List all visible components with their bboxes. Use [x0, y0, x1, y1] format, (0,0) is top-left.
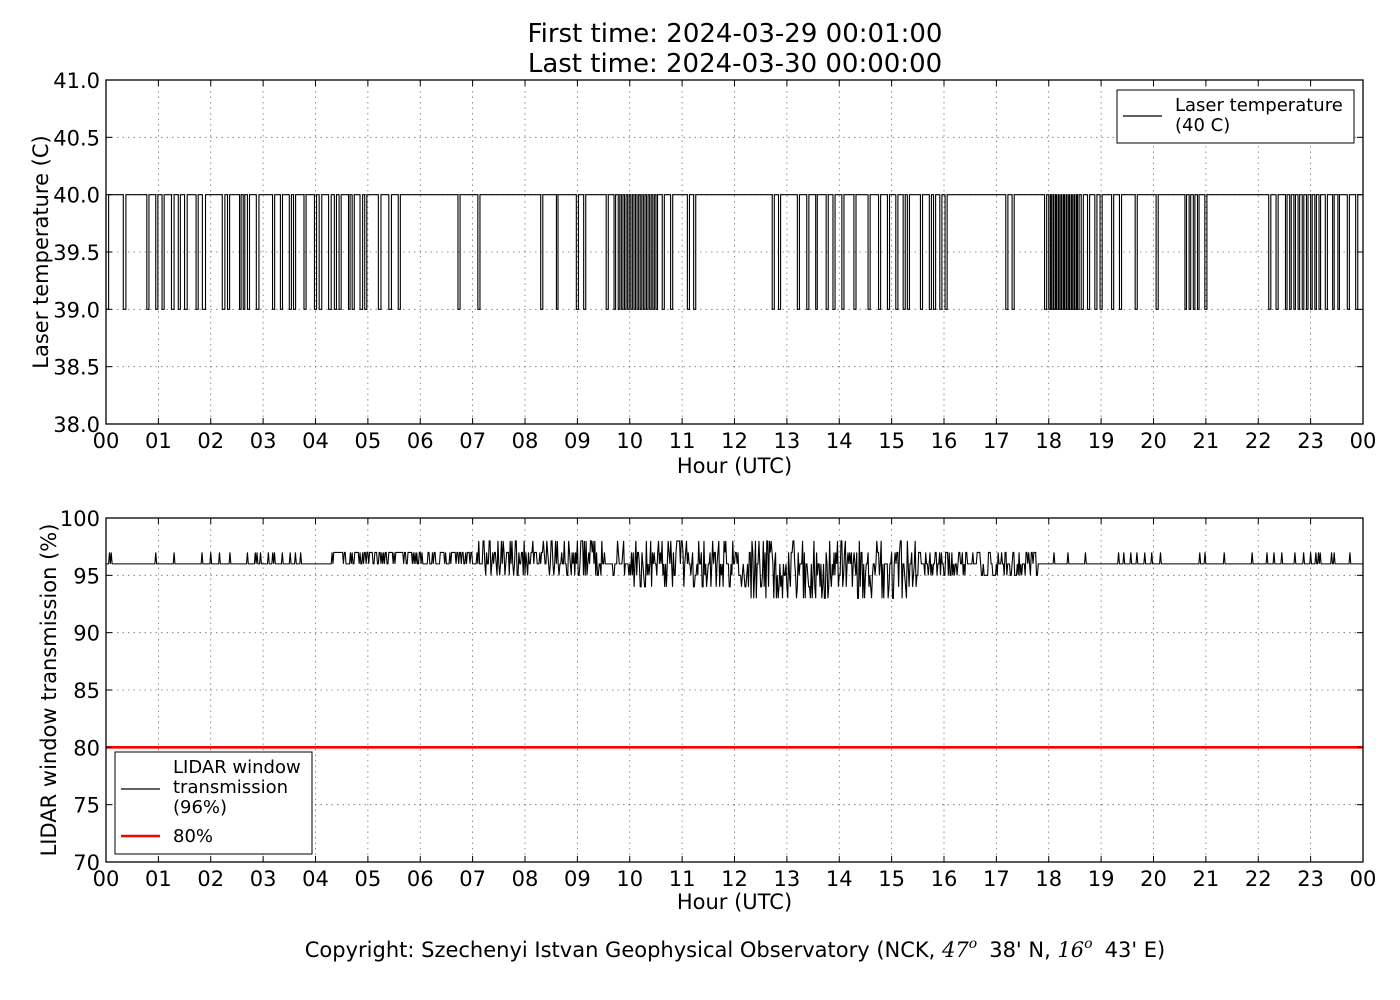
x-tick-label: 23: [1297, 867, 1324, 891]
copyright-prefix: Copyright: Szechenyi Istvan Geophysical …: [305, 938, 942, 962]
x-tick-label: 23: [1297, 429, 1324, 453]
x-tick-label: 12: [721, 429, 748, 453]
x-tick-label: 13: [774, 867, 801, 891]
y-tick-label: 38.5: [53, 356, 100, 380]
x-tick-label: 12: [721, 867, 748, 891]
copyright-lat-min: 38' N,: [989, 938, 1057, 962]
laser-temperature-ticks: 00 01 02 03 04 05 06 07 08 09 10 11 12 13 14 15 16 17 18 19…: [53, 69, 1376, 453]
x-tick-label: 00: [93, 867, 120, 891]
y-tick-label: 90: [73, 622, 100, 646]
y-tick-label: 39.0: [53, 298, 100, 322]
x-tick-label: 04: [302, 429, 329, 453]
legend-label-laser-temperature: Laser temperature: [1175, 95, 1343, 116]
window-transmission-panel: 00 01 02 03 04 05 06 07 08 09 10 11 12 13 14 15 16 17 18 19…: [37, 507, 1376, 914]
x-tick-label: 22: [1245, 867, 1272, 891]
legend-label-window-transmission: LIDAR window: [173, 757, 301, 778]
x-tick-label: 09: [564, 867, 591, 891]
y-tick-label: 100: [60, 507, 100, 531]
x-tick-label: 06: [407, 867, 434, 891]
x-tick-label: 21: [1193, 429, 1220, 453]
y-tick-label: 41.0: [53, 69, 100, 93]
x-tick-label: 18: [1035, 429, 1062, 453]
window-transmission-y-axis-label: LIDAR window transmission (%): [37, 524, 61, 857]
laser-temperature-line: [105, 194, 1363, 310]
copyright-lon-min: 43' E): [1105, 938, 1166, 962]
copyright-lat-deg: 47: [941, 938, 969, 962]
x-tick-label: 05: [355, 429, 382, 453]
y-tick-label: 80: [73, 736, 100, 760]
x-tick-label: 01: [145, 429, 172, 453]
x-tick-label: 03: [250, 867, 277, 891]
copyright-lon-deg: 16: [1057, 938, 1084, 962]
x-tick-label: 19: [1088, 867, 1115, 891]
laser-temperature-legend: Laser temperature(40 C): [1116, 89, 1355, 144]
x-tick-label: 09: [564, 429, 591, 453]
window-transmission-series: [106, 540, 1363, 749]
x-tick-label: 15: [878, 867, 905, 891]
x-tick-label: 00: [1350, 429, 1377, 453]
laser-temperature-panel: 00 01 02 03 04 05 06 07 08 09 10 11 12 13 14 15 16 17 18 19…: [29, 69, 1376, 478]
chart-title-line2: Last time: 2024-03-30 00:00:00: [528, 49, 942, 79]
x-tick-label: 17: [983, 429, 1010, 453]
window-transmission-line: [106, 540, 1363, 599]
laser-temperature-x-axis-label: Hour (UTC): [677, 454, 792, 478]
x-tick-label: 02: [197, 867, 224, 891]
x-tick-label: 08: [512, 867, 539, 891]
y-tick-label: 95: [73, 564, 100, 588]
x-tick-label: 10: [616, 429, 643, 453]
x-tick-label: 20: [1140, 867, 1167, 891]
legend-label-threshold: 80%: [173, 826, 213, 847]
legend-label-window-transmission: transmission: [173, 777, 288, 798]
y-tick-label: 85: [73, 679, 100, 703]
copyright-lat-degree-mark: o: [969, 936, 977, 952]
chart-title-line1: First time: 2024-03-29 00:01:00: [528, 19, 943, 49]
x-tick-label: 07: [459, 429, 486, 453]
x-tick-label: 14: [826, 867, 853, 891]
x-tick-label: 03: [250, 429, 277, 453]
x-tick-label: 07: [459, 867, 486, 891]
x-tick-label: 16: [931, 429, 958, 453]
y-tick-label: 40.5: [53, 126, 100, 150]
x-tick-label: 10: [616, 867, 643, 891]
x-tick-label: 20: [1140, 429, 1167, 453]
legend-label-window-transmission: (96%): [173, 797, 227, 818]
x-tick-label: 00: [93, 429, 120, 453]
window-transmission-ticks: 00 01 02 03 04 05 06 07 08 09 10 11 12 13 14 15 16 17 18 19…: [60, 507, 1376, 891]
y-tick-label: 75: [73, 794, 100, 818]
laser-temperature-grid: [106, 80, 1363, 424]
x-tick-label: 21: [1193, 867, 1220, 891]
legend-label-laser-temperature: (40 C): [1175, 115, 1230, 136]
x-tick-label: 14: [826, 429, 853, 453]
laser-temperature-series: [105, 194, 1363, 310]
x-tick-label: 06: [407, 429, 434, 453]
x-tick-label: 18: [1035, 867, 1062, 891]
y-tick-label: 40.0: [53, 184, 100, 208]
x-tick-label: 17: [983, 867, 1010, 891]
x-tick-label: 15: [878, 429, 905, 453]
x-tick-label: 02: [197, 429, 224, 453]
laser-temperature-y-axis-label: Laser temperature (C): [29, 135, 53, 368]
window-transmission-x-axis-label: Hour (UTC): [677, 890, 792, 914]
x-tick-label: 00: [1350, 867, 1377, 891]
x-tick-label: 01: [145, 867, 172, 891]
x-tick-label: 11: [669, 429, 696, 453]
y-tick-label: 38.0: [53, 413, 100, 437]
y-tick-label: 70: [73, 851, 100, 875]
x-tick-label: 22: [1245, 429, 1272, 453]
x-tick-label: 11: [669, 867, 696, 891]
x-tick-label: 08: [512, 429, 539, 453]
x-tick-label: 16: [931, 867, 958, 891]
y-tick-label: 39.5: [53, 241, 100, 265]
x-tick-label: 05: [355, 867, 382, 891]
x-tick-label: 19: [1088, 429, 1115, 453]
copyright-lon-degree-mark: o: [1084, 936, 1092, 952]
copyright-text: Copyright: Szechenyi Istvan Geophysical …: [305, 936, 1166, 962]
x-tick-label: 13: [774, 429, 801, 453]
x-tick-label: 04: [302, 867, 329, 891]
